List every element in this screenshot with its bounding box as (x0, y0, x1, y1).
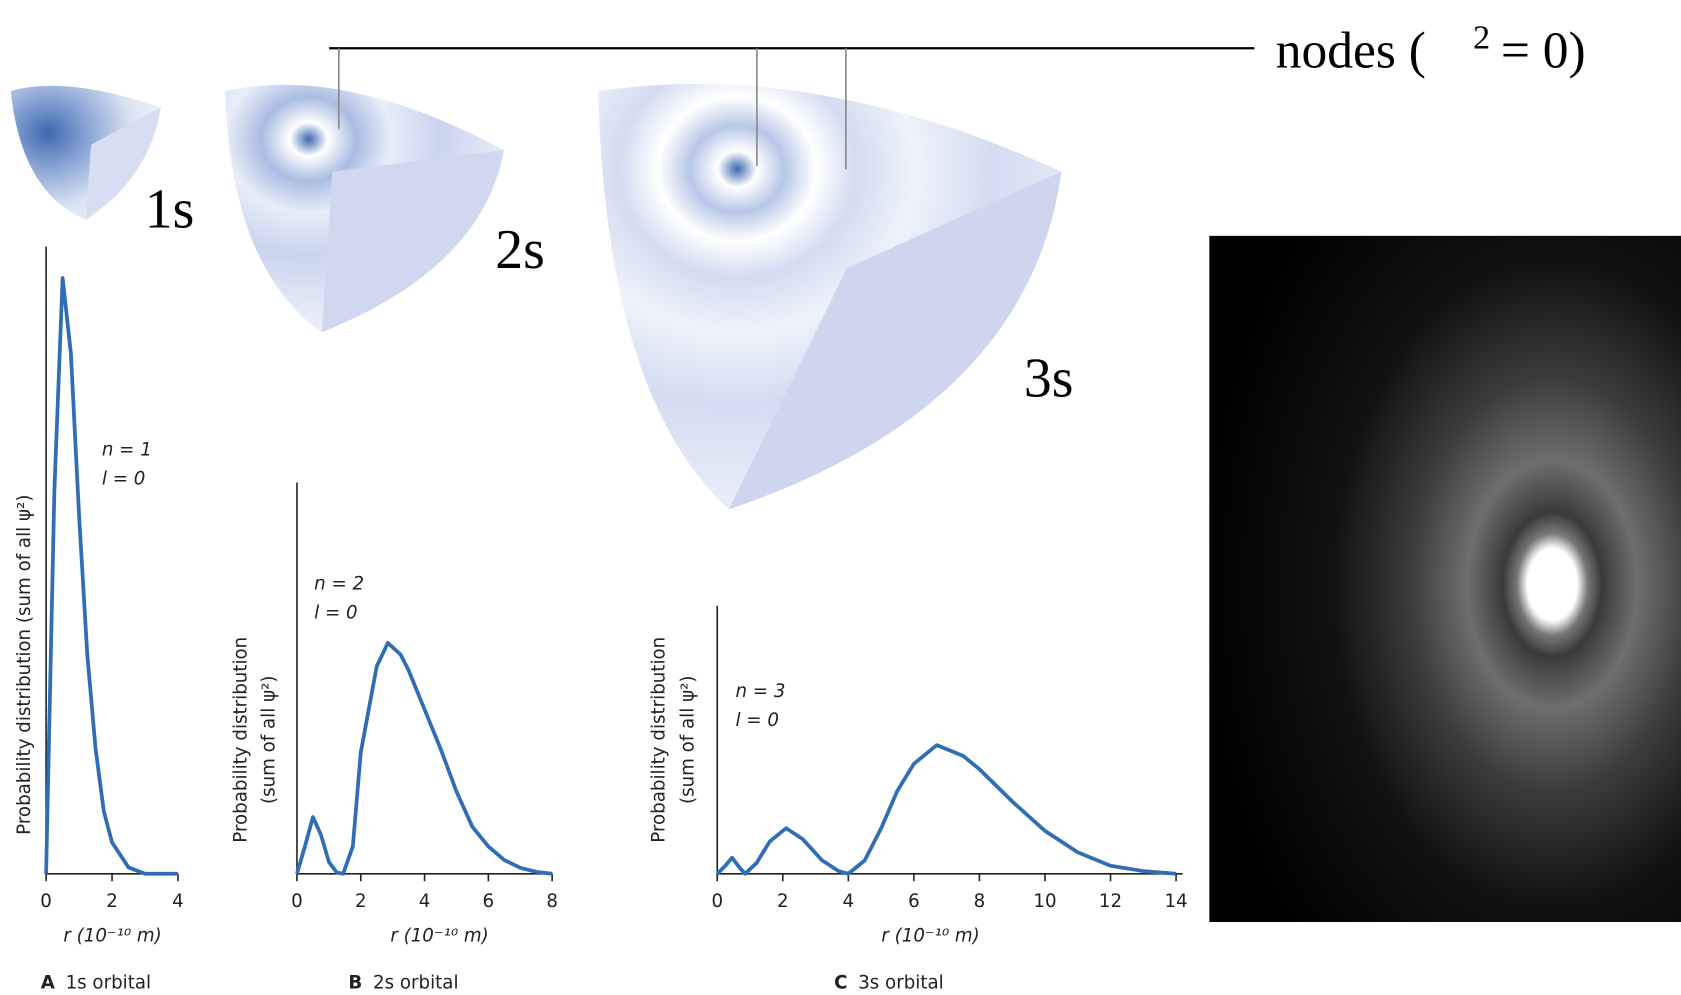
x-tick-label: 4 (843, 891, 855, 912)
orbital-label: 1s (145, 178, 195, 240)
y-axis-label: (sum of all ψ²) (258, 675, 279, 804)
x-tick-label: 6 (483, 891, 495, 912)
caption: C 3s orbital (834, 972, 944, 993)
x-tick-label: 14 (1164, 891, 1187, 912)
annotation: n = 2 (314, 574, 364, 595)
y-axis-label: (sum of all ψ²) (678, 675, 699, 804)
caption: B 2s orbital (348, 972, 458, 993)
x-tick-label: 12 (1099, 891, 1122, 912)
x-tick-label: 2 (106, 891, 118, 912)
caption-text: 1s orbital (66, 972, 152, 993)
x-axis-label: r (10⁻¹⁰ m) (63, 925, 161, 946)
orbital-label: 3s (1024, 348, 1074, 410)
x-tick-label: 4 (172, 891, 184, 912)
caption-letter: B (348, 972, 362, 993)
x-tick-label: 2 (355, 891, 367, 912)
annotation: l = 0 (102, 469, 146, 490)
y-axis-label: Probability distribution (231, 637, 252, 843)
x-tick-label: 6 (908, 891, 920, 912)
caption-letter: A (41, 972, 56, 993)
caption-text: 3s orbital (858, 972, 944, 993)
caption-letter: C (834, 972, 847, 993)
x-axis-label: r (10⁻¹⁰ m) (390, 925, 488, 946)
y-axis-label: Probability distribution (sum of all ψ²) (14, 495, 35, 835)
orbital-label: 2s (495, 219, 545, 281)
caption-text: 2s orbital (373, 972, 459, 993)
nodes-label: nodes ( 2 = 0) (1276, 19, 1586, 80)
y-axis-label: Probability distribution (649, 637, 670, 843)
orbital-2s-face (321, 150, 504, 333)
data-line (295, 640, 553, 876)
annotation: l = 0 (314, 603, 358, 624)
figure-body: nodes ( 2 = 0) 1s 2s 3s 0 2 4 Probability dis… (10, 19, 1681, 993)
orbital-3s (598, 83, 1062, 510)
x-tick-label: 8 (546, 891, 558, 912)
annotation: l = 0 (735, 710, 779, 731)
nodes-text: nodes ( (1276, 23, 1426, 80)
x-tick-label: 8 (974, 891, 986, 912)
nodes-tail: = 0) (1501, 23, 1586, 80)
orbital-photo (1209, 235, 1681, 923)
x-tick-label: 2 (777, 891, 789, 912)
orbital-1s-face (85, 107, 161, 220)
annotation: n = 3 (735, 681, 785, 702)
x-tick-label: 0 (711, 891, 723, 912)
x-tick-label: 4 (419, 891, 431, 912)
x-tick-label: 10 (1033, 891, 1056, 912)
data-line (715, 743, 1177, 876)
orbital-3s-face (729, 171, 1062, 510)
x-tick-label: 0 (40, 891, 52, 912)
data-line (44, 276, 178, 876)
caption: A 1s orbital (41, 972, 151, 993)
x-tick-label: 0 (291, 891, 303, 912)
nodes-sup: 2 (1473, 19, 1490, 57)
annotation: n = 1 (102, 440, 152, 461)
x-axis-label: r (10⁻¹⁰ m) (881, 925, 979, 946)
